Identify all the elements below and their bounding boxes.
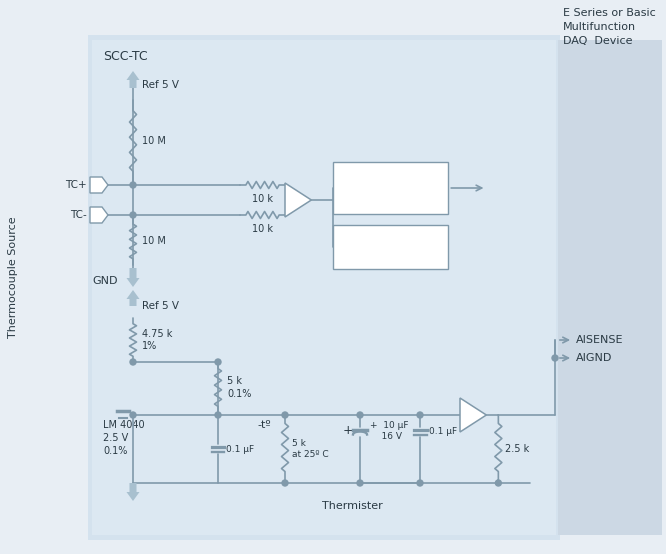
Polygon shape <box>90 177 108 193</box>
Text: Thermocouple Source: Thermocouple Source <box>8 216 18 338</box>
Text: 0.1 μF: 0.1 μF <box>226 444 254 454</box>
Text: SCC-TC: SCC-TC <box>103 50 148 63</box>
Circle shape <box>417 412 423 418</box>
Text: 2.5 k: 2.5 k <box>505 444 529 454</box>
Polygon shape <box>460 398 486 432</box>
Circle shape <box>130 359 136 365</box>
Text: 5 k
at 25º C: 5 k at 25º C <box>292 439 328 459</box>
Text: Ref 5 V: Ref 5 V <box>142 301 179 311</box>
Circle shape <box>282 480 288 486</box>
Text: TC+: TC+ <box>65 180 87 190</box>
Bar <box>88 35 560 540</box>
Polygon shape <box>90 207 108 223</box>
Text: Offset
Calibrator: Offset Calibrator <box>365 235 417 259</box>
Text: E Series or Basic
Multifunction
DAQ  Device: E Series or Basic Multifunction DAQ Devi… <box>563 8 656 46</box>
Text: AIGND: AIGND <box>576 353 612 363</box>
Text: 5 k
0.1%: 5 k 0.1% <box>227 376 251 399</box>
Circle shape <box>496 480 501 486</box>
Polygon shape <box>285 183 311 217</box>
Text: GND: GND <box>92 276 117 286</box>
Text: Ref 5 V: Ref 5 V <box>142 80 179 90</box>
FancyArrow shape <box>127 268 139 287</box>
FancyArrow shape <box>127 71 139 88</box>
Circle shape <box>417 480 423 486</box>
Bar <box>334 162 448 214</box>
Circle shape <box>215 412 221 418</box>
Text: 0.1 μF: 0.1 μF <box>429 427 457 435</box>
Text: 10 M: 10 M <box>142 136 166 146</box>
Text: +  10 μF
    16 V: + 10 μF 16 V <box>370 421 408 441</box>
Circle shape <box>130 412 136 418</box>
Text: 10 k: 10 k <box>252 224 273 234</box>
Circle shape <box>357 412 363 418</box>
FancyArrow shape <box>127 483 139 501</box>
Bar <box>334 225 448 269</box>
Text: TC-: TC- <box>70 210 87 220</box>
Circle shape <box>282 412 288 418</box>
FancyArrow shape <box>127 290 139 306</box>
Text: 10 M: 10 M <box>142 237 166 247</box>
Text: Thermister: Thermister <box>322 501 383 511</box>
Circle shape <box>130 212 136 218</box>
Circle shape <box>552 355 558 361</box>
Circle shape <box>215 359 221 365</box>
Text: 4.75 k
1%: 4.75 k 1% <box>142 329 172 351</box>
Text: 10 k: 10 k <box>252 194 273 204</box>
Text: +: + <box>343 423 353 437</box>
Circle shape <box>357 480 363 486</box>
Bar <box>558 40 662 535</box>
Text: -tº: -tº <box>257 420 271 430</box>
Text: 2-Pole Filter/
Buffer Stage: 2-Pole Filter/ Buffer Stage <box>358 176 424 199</box>
Bar <box>92 40 556 535</box>
Circle shape <box>130 182 136 188</box>
Text: AISENSE: AISENSE <box>576 335 623 345</box>
Text: LM 4040
2.5 V
0.1%: LM 4040 2.5 V 0.1% <box>103 420 145 456</box>
